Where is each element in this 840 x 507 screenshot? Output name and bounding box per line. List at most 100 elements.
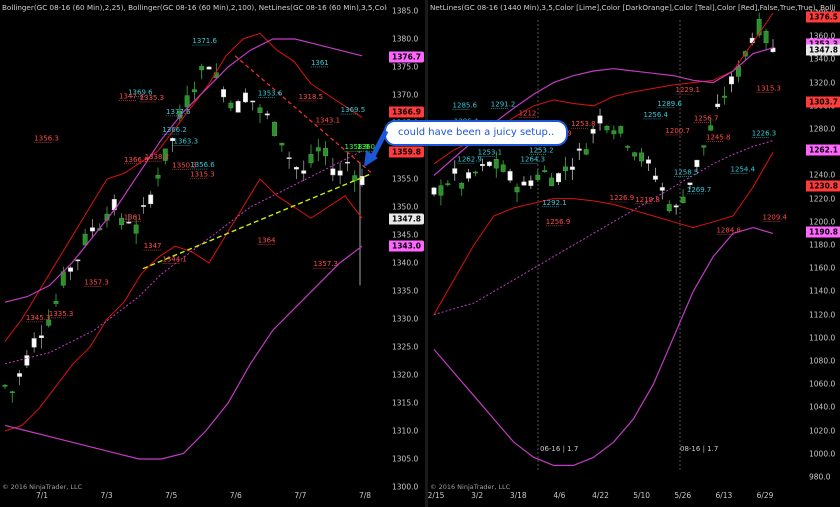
netline-red-label: 1284.8: [716, 227, 741, 235]
netline-cyan-label: 1361: [311, 59, 329, 67]
bollinger-lower-purple: [433, 226, 774, 466]
price-tick-label: 1360.0: [809, 31, 836, 41]
candle-body: [507, 171, 513, 181]
netline-red-label: 1357.3: [84, 279, 109, 287]
price-level-tag[interactable]: 1347.8: [806, 44, 840, 56]
time-tick-label: 4/22: [592, 491, 609, 500]
price-tick-label: 1370.0: [392, 90, 419, 100]
candle-body: [89, 227, 95, 232]
netline-red-label: 1356.3: [34, 135, 59, 143]
candle-body: [53, 301, 59, 304]
price-tick-label: 1240.0: [809, 170, 836, 180]
netline-red-label: 1315.3: [756, 84, 781, 92]
candle-body: [514, 186, 520, 193]
candle-body: [352, 175, 358, 182]
candle-body: [344, 161, 350, 164]
price-level-tag[interactable]: 1303.7: [806, 96, 840, 107]
bollinger-upper-100: [4, 38, 363, 303]
candle-body: [31, 338, 37, 348]
panel-divider[interactable]: [425, 0, 428, 507]
candle-body: [542, 170, 548, 172]
candle-body: [632, 152, 638, 157]
price-level-tag[interactable]: 1376.5: [806, 11, 840, 23]
netline-red-label: 1209.4: [762, 214, 787, 222]
candle-body: [9, 391, 15, 394]
price-level-tag[interactable]: 1376.7: [389, 51, 424, 63]
price-level-tag[interactable]: 1359.8: [389, 146, 424, 158]
candle-body: [763, 30, 769, 43]
price-tick-label: 1080.0: [809, 356, 836, 366]
price-chart-daily[interactable]: 06-16 | 1.7 08-16 | 1.7 1291.2 1269.7 1289.6…: [428, 0, 805, 483]
price-level-tag[interactable]: 1347.8: [389, 213, 424, 225]
indicator-header: Bollinger(GC 08-16 (60 Min),2,25), Bolli…: [2, 3, 387, 12]
netline-cyan-label: 1356.6: [190, 161, 215, 169]
price-level-tag[interactable]: 1190.8: [806, 226, 840, 238]
candle-body: [445, 183, 451, 186]
candle-body: [535, 174, 541, 180]
price-tick-label: 1315.0: [392, 398, 419, 408]
candle-body: [250, 100, 256, 103]
time-tick-label: 7/6: [229, 491, 242, 500]
price-axis[interactable]: 1380.01360.01340.01320.01300.01280.01260…: [805, 0, 840, 482]
netline-red-label: 1318.5: [299, 93, 324, 101]
price-level-tag[interactable]: 1262.1: [806, 144, 840, 156]
time-tick-label: 6/13: [715, 491, 733, 500]
price-chart-60min[interactable]: 1377.6 1371.6 1369.5 1369.6 1366.2 1363.3 1356…: [0, 0, 388, 483]
price-level-tag[interactable]: 1353.3: [806, 38, 840, 50]
netline-cyan-label: 1369.6: [128, 88, 153, 96]
price-level-tag[interactable]: 1343.0: [389, 240, 424, 252]
price-tick-label: 1380.0: [392, 34, 419, 44]
netline-red-label: 1229.1: [675, 86, 700, 94]
price-tick-label: 1320.0: [809, 78, 836, 88]
candle-body: [242, 92, 248, 103]
candle-body: [569, 166, 575, 170]
netline-red-label: 1366.9: [124, 156, 149, 164]
netline-red-label: 1345.3: [26, 314, 51, 322]
candle-body: [625, 146, 631, 148]
price-tick-label: 1280.0: [809, 124, 836, 134]
netline-cyan-label: 1226.3: [752, 129, 777, 137]
candle-body: [264, 113, 270, 116]
candle-body: [162, 148, 168, 161]
candle-body: [68, 267, 74, 272]
candle-body: [680, 196, 686, 203]
price-tick-label: 1000.0: [809, 449, 836, 459]
candle-body: [652, 175, 658, 180]
candle-body: [286, 157, 292, 159]
netline-cyan-label: 1258.5: [674, 168, 699, 176]
candle-body: [701, 145, 707, 148]
price-tick-label: 1060.0: [809, 379, 836, 389]
candle-body: [500, 164, 506, 172]
netline-red-label: 1335.3: [140, 94, 165, 102]
netline-red-label: 1361: [124, 213, 142, 221]
candle-body: [323, 148, 329, 157]
chart-panel-60min[interactable]: 1377.6 1371.6 1369.5 1369.6 1366.2 1363.3 1356…: [0, 0, 425, 507]
bollinger-lower-25: [4, 178, 363, 432]
candle-group: [431, 12, 776, 215]
candle-body: [583, 149, 589, 155]
candle-body: [604, 125, 610, 131]
netline-red-label: 1343.1: [316, 117, 341, 125]
time-axis[interactable]: 2/15 3/2 3/18 4/6 4/22 5/10 5/26 6/13 6/29: [428, 483, 805, 507]
candle-body: [521, 181, 527, 186]
netline-cyan-label: 1253.2: [529, 146, 554, 154]
price-tick-label: 1330.0: [392, 314, 419, 324]
candle-body: [221, 89, 227, 98]
candle-body: [126, 221, 132, 224]
chart-panel-daily[interactable]: 06-16 | 1.7 08-16 | 1.7 1291.2 1269.7 1289.6…: [428, 0, 840, 507]
candle-body: [301, 170, 307, 174]
price-level-tag[interactable]: 1230.8: [806, 180, 840, 192]
price-tick-label: 1220.0: [809, 194, 836, 204]
netline-red-label: 1350.3: [172, 162, 197, 170]
candle-body: [38, 335, 44, 339]
time-axis[interactable]: 7/1 7/3 7/5 7/6 7/7 7/8: [0, 483, 388, 507]
candle-body: [177, 110, 183, 119]
candle-body: [438, 185, 444, 196]
netline-cyan-label: 1253.1: [478, 148, 503, 156]
candle-body: [466, 172, 472, 179]
price-level-tag[interactable]: 1366.9: [389, 106, 424, 118]
time-tick-label: 7/8: [358, 491, 372, 500]
price-axis[interactable]: 1385.01380.01375.01370.01365.01360.01355…: [388, 0, 425, 492]
bollinger-mid-purple: [433, 140, 774, 316]
bollinger-mid-100: [4, 150, 363, 365]
